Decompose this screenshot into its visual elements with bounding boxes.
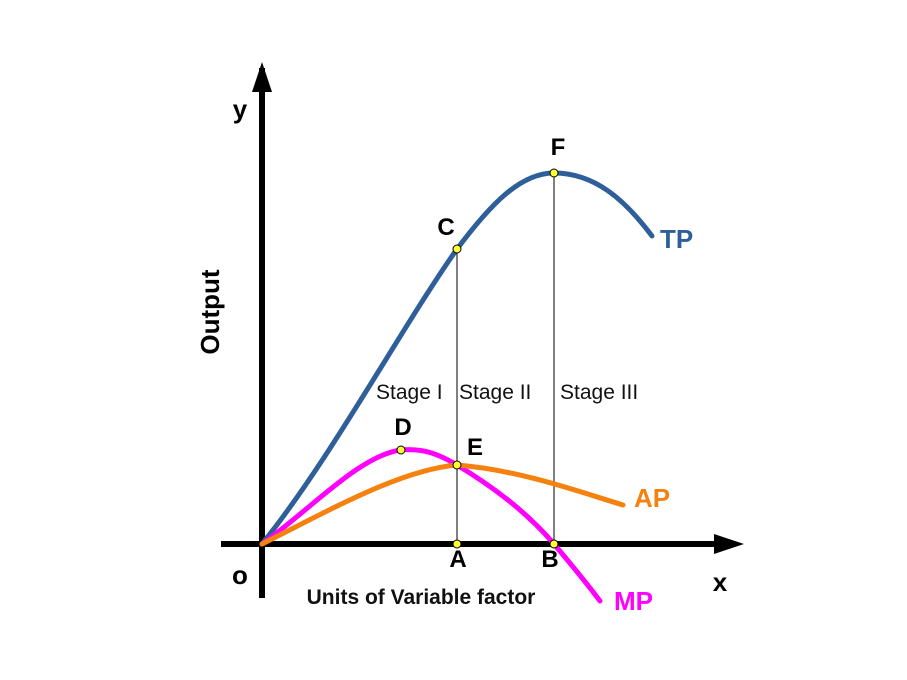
y-axis-letter: y <box>233 94 248 124</box>
stage-one-label: Stage I <box>376 381 443 404</box>
point-b-marker <box>549 539 559 549</box>
ap-curve <box>259 462 626 547</box>
point-c-marker <box>452 244 462 254</box>
y-axis-title: Output <box>195 269 225 355</box>
tp-label: TP <box>660 224 693 254</box>
point-a-marker <box>452 539 462 549</box>
stage-three-label: Stage III <box>560 381 638 404</box>
x-axis-title: Units of Variable factor <box>307 586 536 609</box>
y-axis-arrowhead <box>252 62 272 92</box>
stage-two-label: Stage II <box>459 381 531 404</box>
point-e-label: E <box>467 434 483 461</box>
tp-curve <box>259 170 655 547</box>
point-f-marker <box>549 168 559 178</box>
point-f-label: F <box>551 134 566 161</box>
point-c-label: C <box>437 214 454 241</box>
point-e-marker <box>452 460 462 470</box>
point-d-marker <box>396 445 406 455</box>
x-axis-arrowhead <box>714 534 744 554</box>
origin-letter: o <box>232 560 248 590</box>
mp-label: MP <box>614 586 653 616</box>
point-a-label: A <box>449 546 466 573</box>
point-b-label: B <box>541 546 558 573</box>
x-axis-letter: x <box>713 567 728 597</box>
point-d-label: D <box>394 414 411 441</box>
ap-label: AP <box>634 483 670 513</box>
